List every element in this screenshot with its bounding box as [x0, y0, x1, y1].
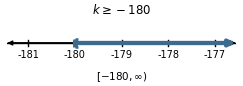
Text: -179: -179 [111, 50, 132, 60]
Text: -178: -178 [157, 50, 179, 60]
Text: -177: -177 [204, 50, 226, 60]
Text: -181: -181 [17, 50, 39, 60]
Text: $[-180, \infty)$: $[-180, \infty)$ [96, 70, 147, 84]
Text: $k \geq -180$: $k \geq -180$ [92, 3, 151, 17]
Text: -180: -180 [64, 50, 86, 60]
